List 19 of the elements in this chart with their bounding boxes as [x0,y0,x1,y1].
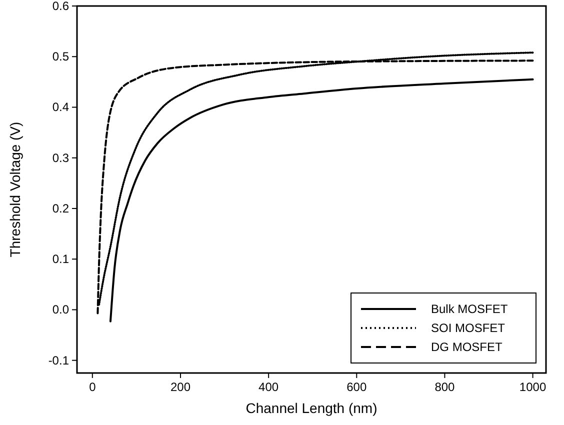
y-axis-title: Threshold Voltage (V) [7,122,23,258]
y-tick-label: 0.4 [52,100,70,114]
x-tick-label: 0 [89,380,96,394]
x-tick-label: 1000 [519,380,546,394]
y-tick-label: 0.6 [52,0,70,13]
x-axis-title: Channel Length (nm) [246,400,378,416]
y-tick-label: 0.5 [52,50,70,64]
y-tick-label: 0.1 [52,252,70,266]
x-tick-label: 200 [170,380,191,394]
y-tick-label: 0.2 [52,201,70,216]
x-tick-label: 400 [258,380,279,394]
y-tick-label: 0.3 [52,150,70,165]
y-tick-label: 0.0 [52,302,70,317]
legend-label: SOI MOSFET [431,321,506,335]
x-tick-label: 800 [434,380,456,394]
x-tick-label: 600 [346,380,367,394]
legend-label: DG MOSFET [431,340,503,354]
y-tick-label: -0.1 [48,353,70,368]
legend-label: Bulk MOSFET [431,302,508,316]
